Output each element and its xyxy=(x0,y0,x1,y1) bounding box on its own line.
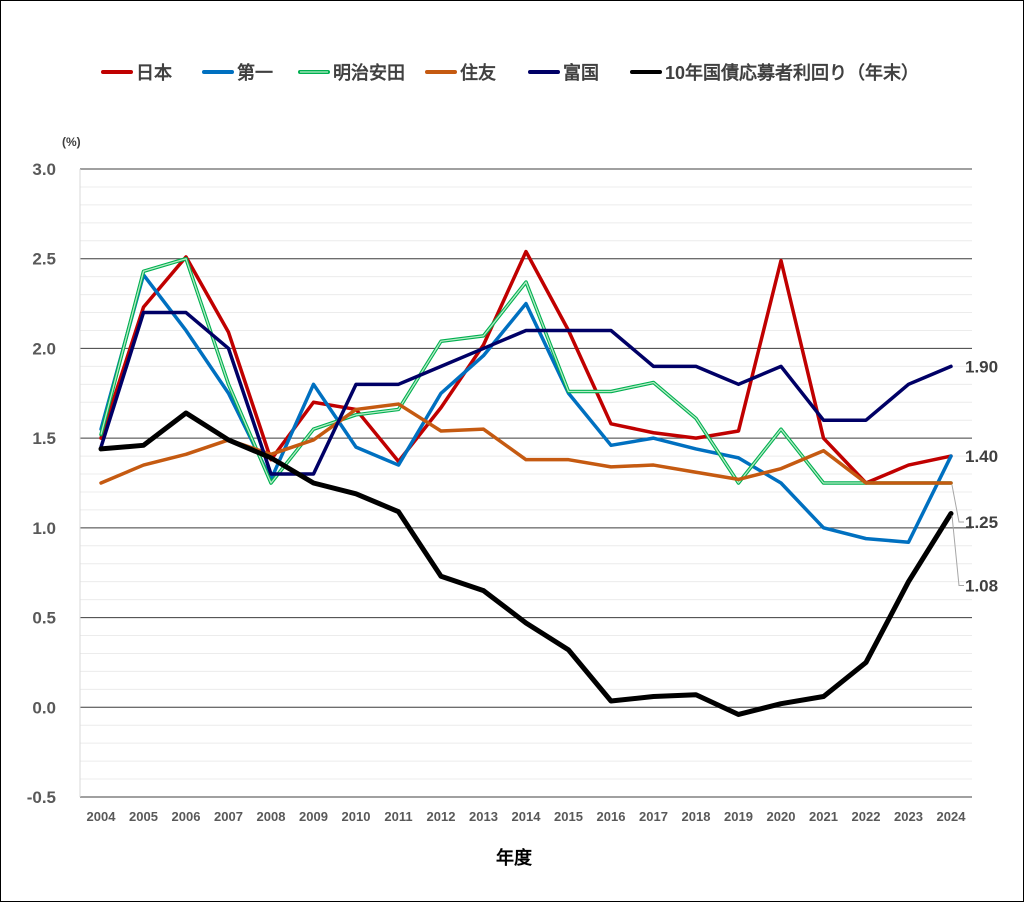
x-tick-label: 2018 xyxy=(682,809,711,824)
series-line-1 xyxy=(99,273,953,544)
y-tick-label: 1.0 xyxy=(32,519,56,538)
legend-label: 富国 xyxy=(563,62,599,83)
legend-label: 住友 xyxy=(460,62,496,83)
y-tick-label: 3.0 xyxy=(32,160,56,179)
x-tick-label: 2004 xyxy=(87,809,117,824)
x-tick-label: 2023 xyxy=(894,809,923,824)
leader-line xyxy=(951,484,964,523)
x-tick-label: 2022 xyxy=(852,809,881,824)
x-tick-label: 2017 xyxy=(639,809,668,824)
legend-label: 日本 xyxy=(136,62,172,83)
data-label: 1.25 xyxy=(965,513,998,532)
series-lines xyxy=(98,249,954,717)
legend-label: 明治安田 xyxy=(333,62,405,83)
data-label: 1.08 xyxy=(965,577,998,596)
y-tick-label: 0.5 xyxy=(32,609,56,628)
data-labels: 1.90 1.40 1.25 1.08 xyxy=(951,357,998,596)
series-line-inner-2 xyxy=(100,258,951,484)
x-tick-label: 2014 xyxy=(512,809,542,824)
y-tick-label: 2.5 xyxy=(32,250,56,269)
y-tick-label: -0.5 xyxy=(27,788,56,807)
x-tick-label: 2024 xyxy=(937,809,967,824)
x-tick-label: 2020 xyxy=(767,809,796,824)
x-tick-label: 2021 xyxy=(809,809,838,824)
series-line-4 xyxy=(99,310,953,476)
series-line-5 xyxy=(98,410,954,717)
y-axis-unit: (%) xyxy=(62,135,81,149)
y-tick-label: 0.0 xyxy=(32,698,56,717)
x-tick-label: 2009 xyxy=(299,809,328,824)
x-tick-label: 2005 xyxy=(129,809,158,824)
y-axis-ticks: 3.0 2.5 2.0 1.5 1.0 0.5 0.0 -0.5 xyxy=(27,160,56,807)
legend-label: 第一 xyxy=(237,62,273,83)
leader-line xyxy=(951,515,964,587)
x-axis-title: 年度 xyxy=(496,847,533,868)
data-label: 1.90 xyxy=(965,357,998,376)
x-tick-label: 2010 xyxy=(342,809,371,824)
x-axis-ticks: 2004 2005 2006 2007 2008 2009 2010 2011 2012 2013… xyxy=(87,809,967,824)
x-tick-label: 2016 xyxy=(597,809,626,824)
series-line-0 xyxy=(99,249,953,485)
x-tick-label: 2007 xyxy=(214,809,243,824)
x-tick-label: 2006 xyxy=(172,809,201,824)
x-tick-label: 2019 xyxy=(724,809,753,824)
x-tick-label: 2012 xyxy=(427,809,456,824)
legend: 日本 第一 明治安田 住友 富国 10年国債応募者利回り（年末） xyxy=(101,62,919,83)
x-tick-label: 2013 xyxy=(469,809,498,824)
x-tick-label: 2008 xyxy=(257,809,286,824)
y-tick-label: 2.0 xyxy=(32,339,56,358)
y-tick-label: 1.5 xyxy=(32,429,56,448)
x-tick-label: 2011 xyxy=(384,809,412,824)
data-label: 1.40 xyxy=(965,447,998,466)
legend-label: 10年国債応募者利回り（年末） xyxy=(665,62,919,83)
x-tick-label: 2015 xyxy=(554,809,583,824)
series-line-3 xyxy=(99,402,953,485)
